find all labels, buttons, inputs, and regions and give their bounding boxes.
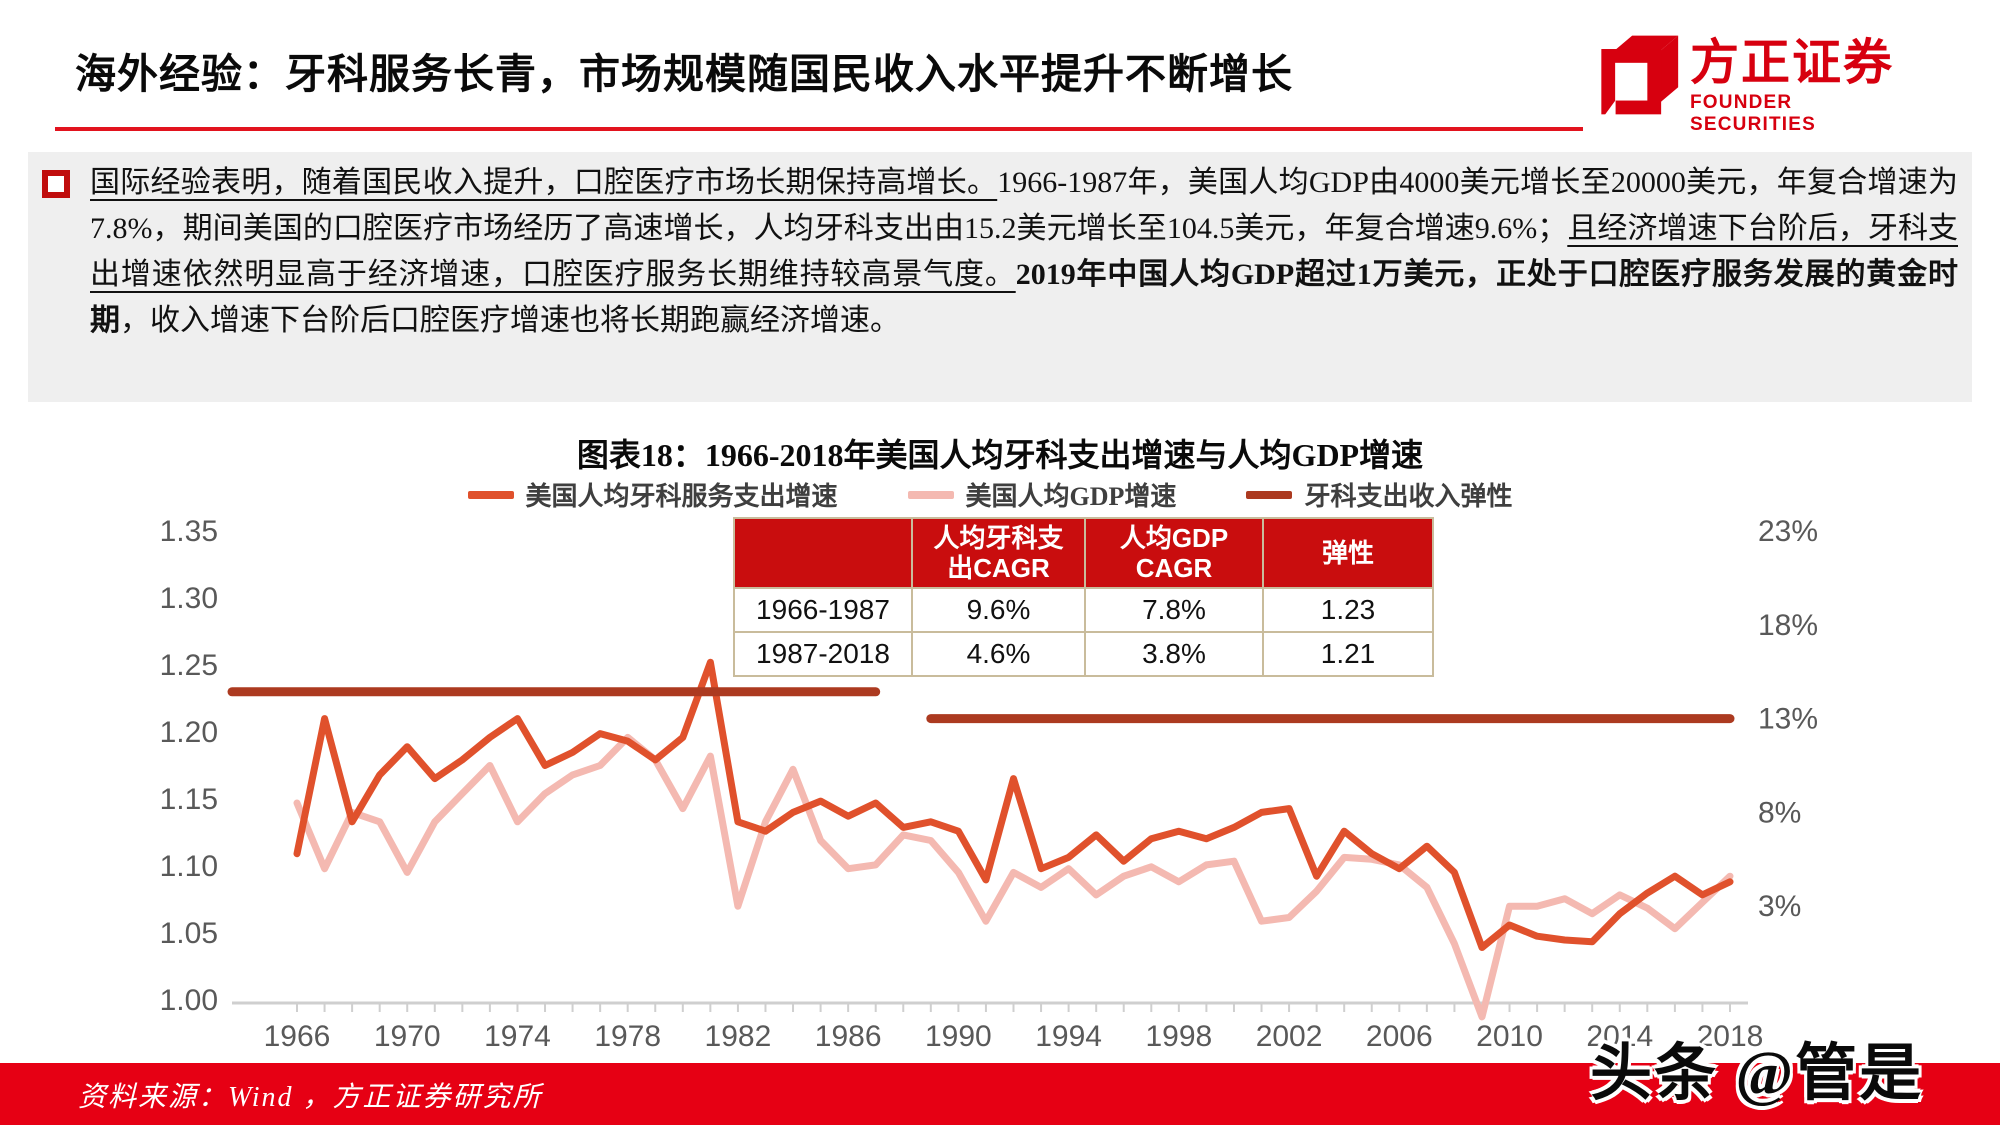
table-row: 1987-2018 4.6% 3.8% 1.21 [733,631,1434,677]
table-cell: 1.21 [1262,631,1434,677]
right-axis-tick-label: 13% [1758,703,1818,736]
x-axis-tick-label: 1990 [925,1020,992,1053]
table-cell: 1987-2018 [733,631,913,677]
summary-seg5: ，收入增速下台阶后口腔医疗增速也将长期跑赢经济增速。 [120,304,900,337]
table-header-cell [733,517,913,589]
legend-item: 牙科支出收入弹性 [1246,476,1512,513]
legend-item: 美国人均牙科服务支出增速 [467,476,838,513]
gdp-growth-line [293,733,1734,1021]
right-axis-tick-label: 23% [1758,515,1818,548]
legend-label: 美国人均GDP增速 [965,482,1177,511]
legend-swatch-icon [907,490,954,499]
watermark-text: 头条 @管是 [1590,1040,1924,1108]
dental-spend-growth-line [293,658,1734,951]
x-axis-tick-label: 1970 [374,1020,441,1053]
table-row: 1966-1987 9.6% 7.8% 1.23 [733,587,1434,633]
x-axis-tick-label: 1966 [264,1020,331,1053]
summary-seg2: 1966-1987年，美国人均GDP由4000美元增长至20000美元，年复合增… [90,166,1958,245]
logo-cube-icon [1600,35,1679,121]
x-axis-tick-label: 1974 [484,1020,551,1053]
summary-panel: 国际经验表明，随着国民收入提升，口腔医疗市场长期保持高增长。1966-1987年… [28,152,1972,402]
cagr-table: 人均牙科支出CAGR 人均GDP CAGR 弹性 1966-1987 9.6% 7.8% 1… [733,517,1434,677]
legend-label: 牙科支出收入弹性 [1304,482,1513,511]
summary-seg4: 2019年中国人均GDP超过1万美元，正处于口腔医疗服务发展的黄金时期 [90,258,1959,337]
summary-seg1: 国际经验表明，随着国民收入提升，口腔医疗市场长期保持高增长。 [90,166,998,199]
legend-swatch-icon [1246,490,1293,499]
left-axis-tick-label: 1.15 [160,783,218,816]
left-axis-tick-label: 1.35 [160,515,218,548]
page-title: 海外经验：牙科服务长青，市场规模随国民收入水平提升不断增长 [75,51,1293,97]
table-header-cell: 人均GDP CAGR [1084,517,1264,589]
x-axis-tick-label: 1998 [1145,1020,1212,1053]
footer-bar: 资料来源：Wind ，方正证券研究所 [0,1063,2000,1125]
x-axis-tick-label: 2014 [1586,1020,1653,1053]
left-axis-tick-label: 1.00 [160,984,218,1017]
left-axis-tick-label: 1.30 [160,582,218,615]
legend-item: 美国人均GDP增速 [907,476,1177,513]
table-cell: 7.8% [1084,587,1264,633]
x-axis-tick-label: 2006 [1366,1020,1433,1053]
table-header-cell: 人均牙科支出CAGR [911,517,1086,589]
square-bullet-icon [42,170,70,198]
summary-text: 国际经验表明，随着国民收入提升，口腔医疗市场长期保持高增长。1966-1987年… [90,160,1958,344]
legend-label: 美国人均牙科服务支出增速 [525,482,838,511]
x-axis-tick-label: 2010 [1476,1020,1543,1053]
table-cell: 3.8% [1084,631,1264,677]
table-cell: 1966-1987 [733,587,913,633]
left-axis-tick-label: 1.05 [160,917,218,950]
left-axis-tick-label: 1.10 [160,850,218,883]
figure-title: 图表18：1966-2018年美国人均牙科支出增速与人均GDP增速 [576,437,1424,473]
title-underline-rule [55,127,1583,131]
chart-legend: 美国人均牙科服务支出增速 美国人均GDP增速 牙科支出收入弹性 [230,476,1750,513]
x-axis-tick-label: 1986 [815,1020,882,1053]
source-text: 资料来源：Wind ，方正证券研究所 [78,1082,543,1113]
left-axis-tick-label: 1.25 [160,649,218,682]
legend-swatch-icon [467,490,514,499]
x-axis-tick-label: 1994 [1035,1020,1102,1053]
logo-en-text: FOUNDER SECURITIES [1690,92,1817,135]
summary-seg3: 且经济增速下台阶后，牙科支出增速依然明显高于经济增速，口腔医疗服务长期维持较高景… [90,212,1958,291]
x-axis-tick-label: 1982 [705,1020,772,1053]
right-axis-tick-label: 8% [1758,796,1801,829]
table-cell: 9.6% [911,587,1086,633]
left-axis-tick-label: 1.20 [160,716,218,749]
founder-securities-logo: 方正证券 FOUNDER SECURITIES [1588,28,1918,135]
right-axis-tick-label: 18% [1758,609,1818,642]
x-axis-tick-label: 2002 [1256,1020,1323,1053]
x-axis-tick-label: 1978 [594,1020,661,1053]
table-header-cell: 弹性 [1262,517,1434,589]
table-cell: 4.6% [911,631,1086,677]
logo-cn-text: 方正证券 [1690,36,1895,90]
table-cell: 1.23 [1262,587,1434,633]
right-axis-tick-label: 3% [1758,890,1801,923]
x-axis-tick-label: 2018 [1697,1020,1764,1053]
